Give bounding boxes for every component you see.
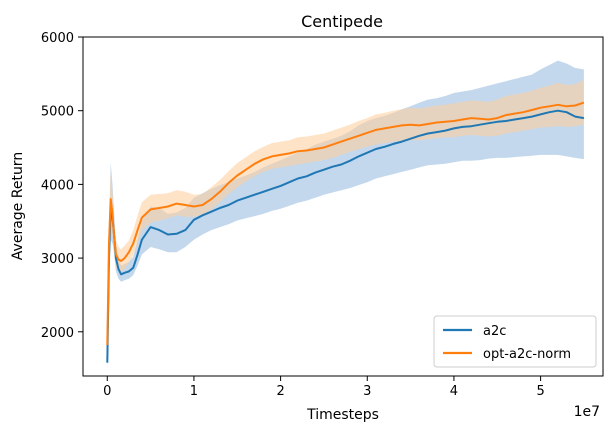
x-tick-label: 2 xyxy=(276,384,284,399)
x-tick-label: 4 xyxy=(450,384,458,399)
y-tick-label: 5000 xyxy=(41,105,74,120)
confidence-bands xyxy=(107,60,584,373)
series-lines xyxy=(106,101,585,363)
x-axis-offset-label: 1e7 xyxy=(574,404,600,420)
series-line-a2c xyxy=(106,109,585,363)
x-tick-label: 5 xyxy=(536,384,544,399)
legend-label-opt-a2c-norm: opt-a2c-norm xyxy=(483,347,571,362)
y-tick-label: 3000 xyxy=(41,252,74,267)
series-line-opt-a2c-norm xyxy=(106,101,585,346)
x-tick-label: 0 xyxy=(103,384,111,399)
y-tick-label: 6000 xyxy=(41,31,74,46)
plot-area xyxy=(106,60,585,373)
x-tick-label: 1 xyxy=(190,384,198,399)
legend-label-a2c: a2c xyxy=(483,324,506,339)
confidence-band-a2c xyxy=(107,60,584,373)
x-axis-ticks: 0 1 2 3 4 5 xyxy=(103,376,545,399)
y-tick-label: 2000 xyxy=(41,326,74,341)
chart-title: Centipede xyxy=(301,12,383,31)
y-tick-label: 4000 xyxy=(41,178,74,193)
y-axis-ticks: 2000 3000 4000 5000 6000 xyxy=(41,31,83,341)
legend: a2c opt-a2c-norm xyxy=(433,315,597,368)
x-axis-label: Timesteps xyxy=(306,407,379,423)
confidence-band-opt-a2c-norm xyxy=(107,79,584,354)
legend-box xyxy=(433,315,597,368)
x-tick-label: 3 xyxy=(363,384,371,399)
plot-frame xyxy=(82,36,604,377)
y-axis-label: Average Return xyxy=(10,152,26,260)
